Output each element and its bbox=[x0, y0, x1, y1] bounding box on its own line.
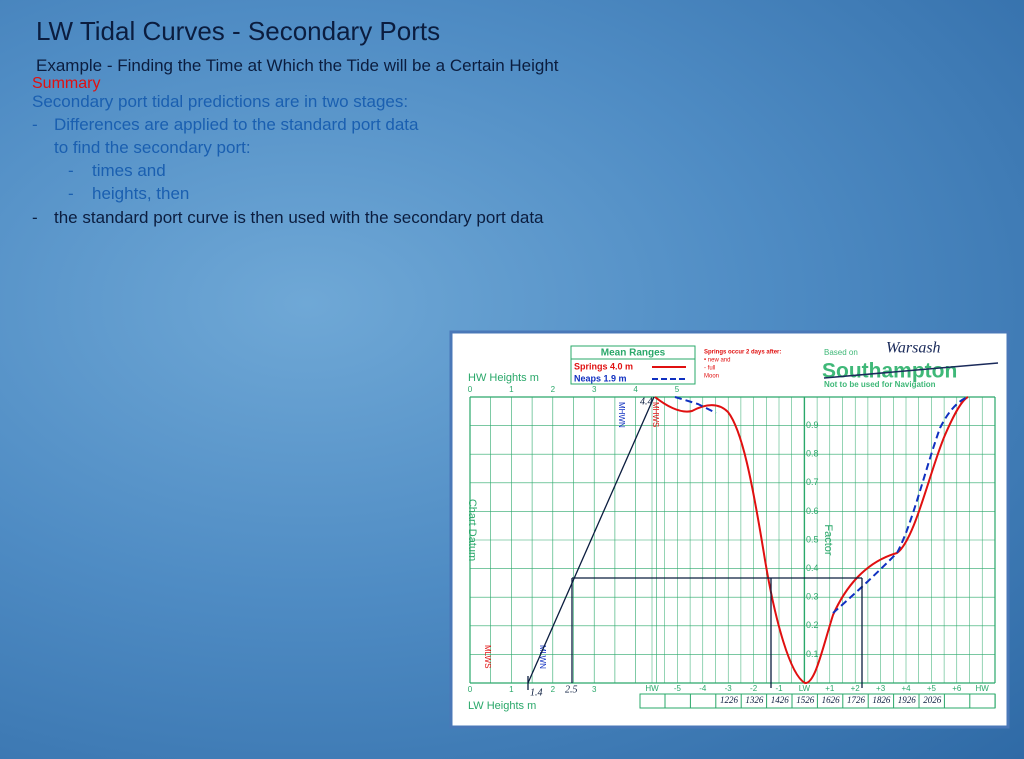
time-label: HW bbox=[976, 684, 990, 693]
time-value: 1226 bbox=[720, 695, 739, 705]
time-value: 1626 bbox=[822, 695, 841, 705]
factor-label: 0.7 bbox=[806, 477, 819, 487]
lw-height-label: 3 bbox=[592, 685, 597, 694]
time-label: +6 bbox=[952, 684, 962, 693]
diagram-frame bbox=[449, 330, 1010, 729]
note: Springs occur 2 days after: bbox=[704, 350, 781, 356]
subtitle: Example - Finding the Time at Which the … bbox=[36, 56, 559, 75]
mark-label: MLWN bbox=[538, 645, 547, 669]
time-value: 1326 bbox=[745, 695, 764, 705]
factor-label: 0.5 bbox=[806, 534, 819, 544]
neaps-curve bbox=[674, 396, 969, 614]
hw-height-label: 5 bbox=[675, 385, 680, 394]
summary-text: Secondary port tidal predictions are in … bbox=[32, 92, 409, 111]
axis-label: Factor bbox=[822, 524, 834, 556]
hw-height-label: 4 bbox=[633, 385, 638, 394]
summary-text: times and bbox=[92, 161, 166, 180]
time-label: -4 bbox=[699, 684, 707, 693]
bullet: - bbox=[32, 208, 38, 227]
summary-text: Differences are applied to the standard … bbox=[54, 115, 419, 134]
note: • new and bbox=[704, 358, 730, 364]
time-label: -2 bbox=[750, 684, 758, 693]
time-label: +4 bbox=[901, 684, 911, 693]
factor-label: 0.3 bbox=[806, 592, 819, 602]
lw-height-label: 2 bbox=[551, 685, 556, 694]
time-value: 1426 bbox=[771, 695, 790, 705]
time-label: +2 bbox=[851, 684, 861, 693]
handwritten: 2.5 bbox=[565, 684, 578, 695]
summary-text: heights, then bbox=[92, 184, 190, 203]
construction-lines bbox=[527, 396, 863, 690]
time-label: +1 bbox=[825, 684, 835, 693]
summary-heading: Summary bbox=[32, 75, 101, 92]
time-label: -5 bbox=[674, 684, 682, 693]
mark-label: MHWN bbox=[617, 402, 626, 428]
time-value: 2026 bbox=[923, 695, 942, 705]
time-label: -3 bbox=[725, 684, 733, 693]
hw-height-label: 2 bbox=[551, 385, 556, 394]
time-label: LW bbox=[799, 684, 811, 693]
factor-label: 0.1 bbox=[806, 649, 819, 659]
factor-label: 0.6 bbox=[806, 506, 819, 516]
title: LW Tidal Curves - Secondary Ports bbox=[36, 16, 441, 46]
factor-label: 0.8 bbox=[806, 449, 819, 459]
based-on: Based on bbox=[824, 348, 858, 357]
note: - full bbox=[704, 366, 715, 372]
legend-springs: Springs 4.0 m bbox=[574, 361, 633, 371]
time-value: 1926 bbox=[898, 695, 917, 705]
legend-box bbox=[570, 345, 696, 385]
summary-text: the standard port curve is then used wit… bbox=[54, 208, 544, 227]
mark-label: MLWS bbox=[483, 645, 492, 668]
mark-label: MHWS bbox=[651, 402, 660, 427]
time-value: 1726 bbox=[847, 695, 866, 705]
grid bbox=[469, 396, 996, 684]
hw-height-label: 3 bbox=[592, 385, 597, 394]
factor-label: 0.2 bbox=[806, 620, 819, 630]
time-label: HW bbox=[645, 684, 659, 693]
warning: Not to be used for Navigation bbox=[824, 380, 936, 389]
time-label: +5 bbox=[927, 684, 937, 693]
factor-label: 0.4 bbox=[806, 563, 819, 573]
factor-label: 0.9 bbox=[806, 420, 819, 430]
axis-label: Chart Datum bbox=[466, 499, 478, 561]
handwritten: 1.4 bbox=[530, 687, 543, 698]
legend-title: Mean Ranges bbox=[601, 348, 666, 359]
lw-height-label: 0 bbox=[468, 685, 473, 694]
time-label: -1 bbox=[775, 684, 783, 693]
hw-height-label: 1 bbox=[509, 385, 514, 394]
legend-neaps: Neaps 1.9 m bbox=[574, 373, 627, 383]
lw-height-label: 1 bbox=[509, 685, 514, 694]
bullet: - bbox=[68, 161, 74, 180]
strike-line bbox=[823, 362, 999, 379]
handwritten: 4.4 bbox=[640, 396, 653, 407]
axis-label: HW Heights m bbox=[468, 372, 539, 384]
summary-text: to find the secondary port: bbox=[54, 138, 251, 157]
hw-height-label: 0 bbox=[468, 385, 473, 394]
standard-port: Southampton bbox=[822, 360, 957, 383]
bullet: - bbox=[68, 184, 74, 203]
secondary-port: Warsash bbox=[886, 340, 941, 357]
springs-curve bbox=[654, 396, 969, 684]
time-value: 1826 bbox=[872, 695, 891, 705]
note: Moon bbox=[704, 374, 719, 380]
axis-label: LW Heights m bbox=[468, 700, 536, 712]
time-label: +3 bbox=[876, 684, 886, 693]
time-value: 1526 bbox=[796, 695, 815, 705]
bullet: - bbox=[32, 115, 38, 134]
